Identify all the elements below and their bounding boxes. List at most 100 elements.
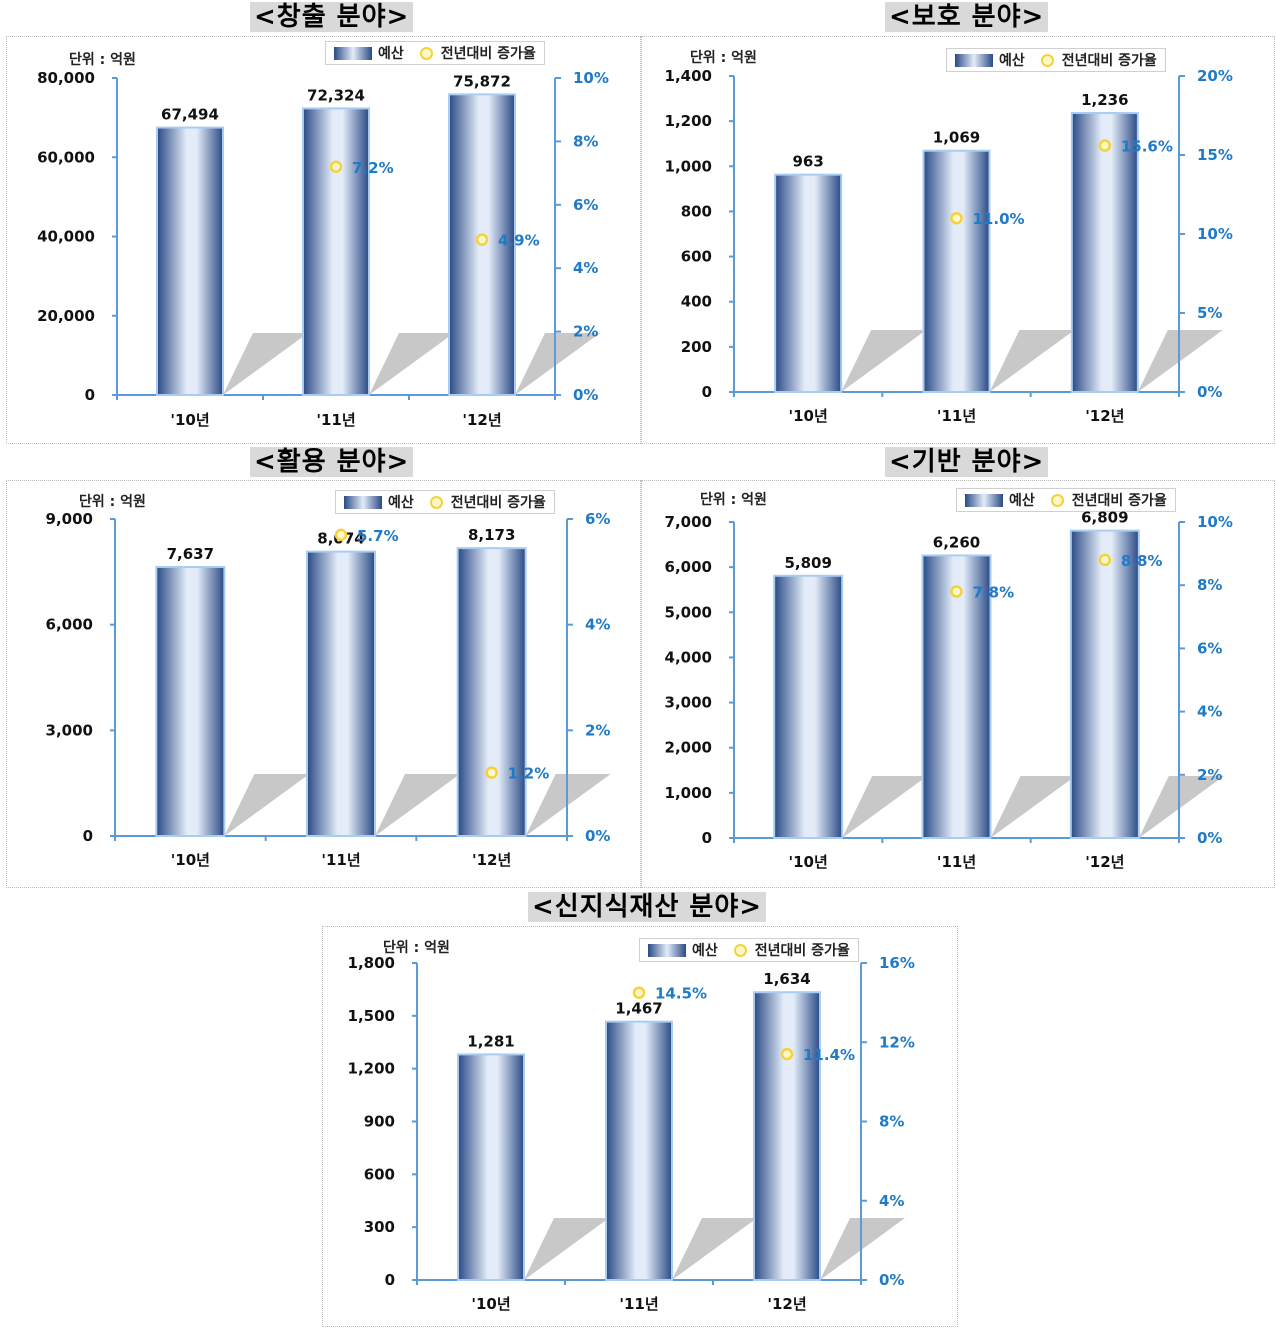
y-tick-label: 1,500 [348, 1007, 395, 1025]
chart-panel-infrastructure: 단위 : 억원 예산 전년대비 증가율 0 1,000 2,000 3,000 4,00… [641, 480, 1275, 888]
y-tick-label: 0 [702, 829, 712, 847]
chart-plot-creation: 0 20,000 40,000 60,000 80,000 0% 2% 4% 6% 8% 10% 67… [37, 69, 609, 429]
chart-plot-protection: 0 200 400 600 800 1,000 1,200 1,400 0% 5% 10% 15% 20… [665, 67, 1233, 425]
bar-value-label: 1,467 [615, 1000, 662, 1018]
bar [922, 149, 991, 393]
y2-tick-label: 6% [1197, 639, 1222, 657]
legend-marker-icon [419, 46, 433, 60]
bar-value-label: 1,281 [467, 1032, 514, 1050]
x-tick-label: '10년 [171, 851, 210, 869]
y2-tick-label: 4% [585, 616, 610, 634]
rate-label: 7.8% [973, 584, 1015, 602]
bar [1070, 112, 1139, 393]
chart-legend: 예산 전년대비 증가율 [335, 490, 555, 514]
y-tick-label: 600 [364, 1165, 395, 1183]
y-tick-label: 6,000 [46, 616, 93, 634]
y2-tick-label: 6% [573, 196, 598, 214]
rate-marker [329, 160, 343, 174]
bar-shadow [1138, 776, 1224, 838]
bar-value-label: 1,069 [933, 129, 980, 147]
bar-shadow [1137, 330, 1223, 392]
y2-tick-label: 10% [1197, 513, 1233, 531]
y2-tick-label: 4% [879, 1192, 904, 1210]
rate-marker [1098, 139, 1112, 152]
bar-shadow [524, 1218, 609, 1280]
y-tick-label: 9,000 [46, 510, 93, 528]
x-tick-label: '12년 [1085, 853, 1124, 871]
legend-marker-icon [733, 943, 747, 957]
bar-value-label: 5,809 [784, 554, 831, 572]
rate-label: 4.9% [498, 232, 540, 250]
y2-tick-label: 4% [1197, 703, 1222, 721]
chart-title-creation: <창출 분야> [250, 2, 414, 32]
x-tick-label: '12년 [1085, 407, 1124, 425]
rate-label: 7.2% [352, 159, 394, 177]
y2-tick-label: 2% [1197, 766, 1222, 784]
rate-marker [632, 986, 646, 999]
bar-shadow [841, 330, 927, 392]
y-tick-label: 300 [364, 1218, 395, 1236]
y-tick-label: 1,000 [665, 157, 712, 175]
x-tick-label: '11년 [321, 851, 360, 869]
bar [306, 550, 376, 837]
y-tick-label: 1,200 [348, 1060, 395, 1078]
y2-tick-label: 4% [573, 259, 598, 277]
y-tick-label: 60,000 [37, 148, 95, 166]
y2-tick-label: 15% [1197, 146, 1233, 164]
y-tick-label: 4,000 [665, 648, 712, 666]
chart-plot-infrastructure: 0 1,000 2,000 3,000 4,000 5,000 6,000 7,000 0% 2%… [665, 509, 1233, 871]
rate-label: 5.7% [357, 527, 399, 545]
legend-bar-label: 예산 [388, 495, 414, 511]
y-tick-label: 0 [385, 1271, 395, 1289]
rate-marker [1098, 553, 1112, 567]
y2-tick-label: 10% [1197, 225, 1233, 243]
bar-value-label: 67,494 [161, 106, 219, 124]
y-tick-label: 0 [83, 827, 93, 845]
bar [753, 991, 821, 1282]
chart-plot-utilization: 03,0006,0009,0000%2%4%6%7,637'10년8,074'1… [46, 510, 611, 869]
bar-value-label: 1,236 [1081, 91, 1128, 109]
unit-label: 단위 : 억원 [383, 940, 450, 956]
chart-panel-utilization: 단위 : 억원 예산 전년대비 증가율 0 3,000 6,000 9,000 0% 2%… [6, 480, 641, 888]
bar-shadow [375, 774, 460, 836]
y2-tick-label: 8% [879, 1113, 904, 1131]
y-tick-label: 2,000 [665, 739, 712, 757]
x-tick-label: '12년 [472, 851, 511, 869]
y-tick-label: 900 [364, 1113, 395, 1131]
y-tick-label: 20,000 [37, 307, 95, 325]
y2-tick-label: 5% [1197, 304, 1222, 322]
chart-title-new-ip: <신지식재산 분야> [528, 892, 767, 922]
y-tick-label: 40,000 [37, 228, 95, 246]
bar-shadow [224, 774, 310, 836]
y2-tick-label: 6% [585, 510, 610, 528]
bar-shadow [369, 333, 454, 395]
rate-label: 11.4% [803, 1046, 855, 1064]
bar [774, 173, 843, 393]
legend-bar-swatch-icon [965, 493, 1003, 507]
bar-shadow [515, 333, 600, 395]
x-tick-label: '11년 [937, 407, 976, 425]
bar-value-label: 6,809 [1081, 509, 1128, 527]
y-tick-label: 200 [681, 338, 712, 356]
legend-marker-icon [1040, 53, 1054, 67]
chart-legend: 예산 전년대비 증가율 [956, 488, 1176, 512]
y-tick-label: 0 [85, 386, 95, 404]
y2-tick-label: 0% [573, 386, 598, 404]
legend-rate-label: 전년대비 증가율 [450, 495, 546, 511]
legend-bar-swatch-icon [334, 46, 372, 60]
bar [155, 566, 226, 837]
x-tick-label: '10년 [789, 853, 828, 871]
y-tick-label: 600 [681, 248, 712, 266]
chart-plot-new-ip: 0 300 600 900 1,200 1,500 1,800 0% 4% 8% 12% 16% 1,2… [348, 954, 915, 1313]
chart-panel-creation: 단위 : 억원 예산 전년대비 증가율 0 20,000 40,000 60,000 8… [6, 36, 641, 444]
y-tick-label: 3,000 [665, 694, 712, 712]
legend-bar-label: 예산 [1009, 493, 1035, 509]
x-tick-label: '11년 [316, 411, 355, 429]
bar [773, 574, 844, 840]
bar-shadow [820, 1218, 905, 1280]
y-tick-label: 400 [681, 293, 712, 311]
bar-value-label: 72,324 [307, 86, 365, 104]
x-tick-label: '12년 [462, 411, 501, 429]
legend-bar-label: 예산 [999, 53, 1025, 69]
y-tick-label: 6,000 [665, 558, 712, 576]
